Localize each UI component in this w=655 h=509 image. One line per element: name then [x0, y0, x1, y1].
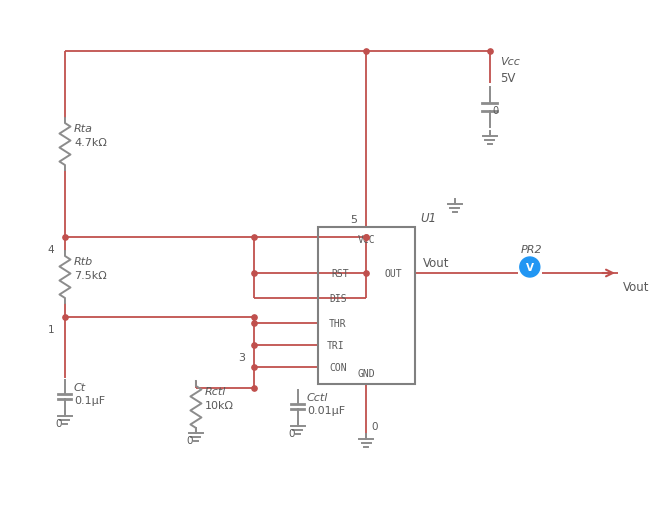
Text: CON: CON: [329, 362, 346, 372]
Text: 0: 0: [289, 428, 295, 438]
Text: Rtb: Rtb: [74, 257, 93, 267]
Bar: [318, 228, 415, 384]
Text: Rta: Rta: [74, 124, 93, 134]
Text: DIS: DIS: [329, 293, 346, 303]
Circle shape: [520, 258, 540, 277]
Text: V: V: [526, 263, 534, 272]
Text: 4.7kΩ: 4.7kΩ: [74, 138, 107, 148]
Text: 0: 0: [56, 418, 62, 428]
Text: Ct: Ct: [74, 382, 86, 392]
Text: Vout: Vout: [423, 257, 449, 270]
Text: 1: 1: [48, 324, 54, 334]
Text: Rctl: Rctl: [205, 386, 227, 396]
Text: 5: 5: [350, 215, 358, 224]
Text: THR: THR: [329, 318, 346, 328]
Text: 10kΩ: 10kΩ: [205, 400, 234, 410]
Text: 0.1μF: 0.1μF: [74, 395, 105, 405]
Text: 3: 3: [238, 352, 246, 362]
Text: 0: 0: [371, 421, 378, 431]
Text: 0.01μF: 0.01μF: [307, 405, 345, 415]
Text: Vout: Vout: [623, 281, 649, 294]
Text: 4: 4: [48, 244, 54, 254]
Text: U1: U1: [420, 211, 436, 224]
Text: TRI: TRI: [327, 341, 345, 350]
Text: OUT: OUT: [384, 268, 402, 278]
Text: 0: 0: [493, 106, 499, 116]
Text: 5V: 5V: [500, 71, 515, 84]
Text: PR2: PR2: [521, 244, 542, 254]
Text: Cctl: Cctl: [307, 392, 328, 402]
Text: 0: 0: [187, 435, 193, 445]
Text: Vcc: Vcc: [500, 57, 519, 67]
Text: VCC: VCC: [358, 235, 375, 244]
Text: 7.5kΩ: 7.5kΩ: [74, 270, 107, 280]
Text: GND: GND: [358, 368, 375, 378]
Text: RST: RST: [331, 268, 348, 278]
